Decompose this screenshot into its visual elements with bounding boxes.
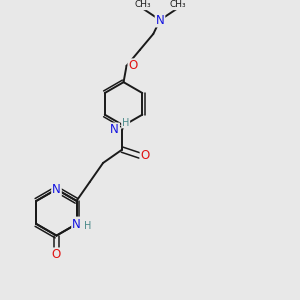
Text: O: O (52, 248, 61, 261)
Text: O: O (128, 59, 138, 72)
Text: H: H (84, 221, 92, 231)
Text: N: N (110, 124, 119, 136)
Text: CH₃: CH₃ (169, 0, 186, 9)
Text: N: N (156, 14, 164, 26)
Text: N: N (72, 218, 81, 230)
Text: O: O (141, 149, 150, 162)
Text: CH₃: CH₃ (134, 0, 151, 9)
Text: H: H (122, 118, 129, 128)
Text: N: N (52, 183, 61, 196)
